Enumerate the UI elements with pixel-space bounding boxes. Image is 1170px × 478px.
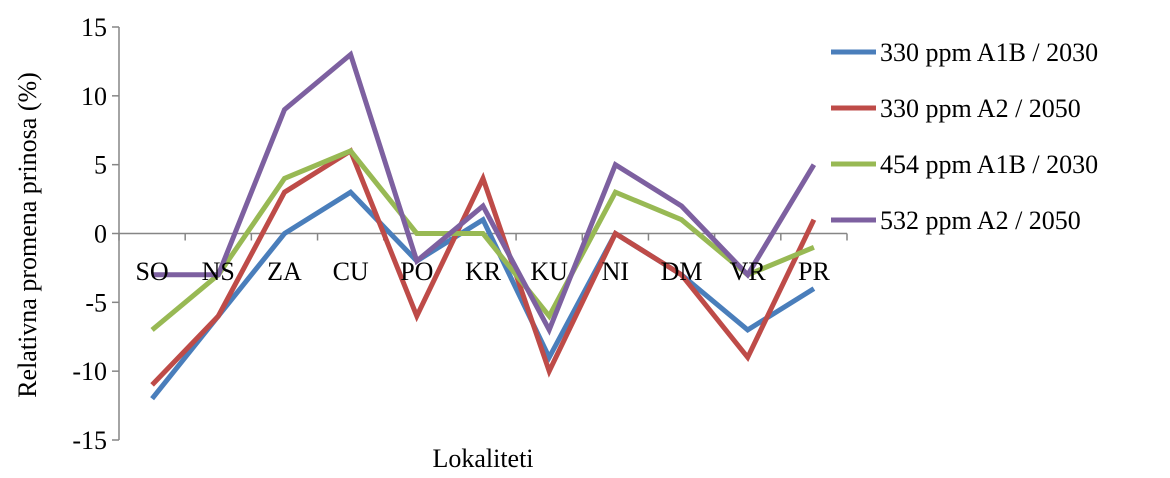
category-label: ZA (267, 257, 302, 286)
legend-label-4: 532 ppm A2 / 2050 (880, 206, 1081, 235)
y-axis-title: Relativna promena prinosa (%) (13, 72, 42, 398)
x-axis-title: Lokaliteti (432, 444, 533, 473)
category-label: KR (465, 257, 502, 286)
series-line-2 (150, 147, 817, 387)
series-line-3 (150, 147, 815, 332)
series-line-1 (150, 189, 816, 401)
category-label: KU (530, 257, 568, 286)
y-tick-label: -5 (85, 288, 107, 317)
category-label: CU (333, 257, 369, 286)
category-label: VR (730, 257, 767, 286)
category-label: DM (661, 257, 703, 286)
category-label: NI (602, 257, 629, 286)
category-label: PO (400, 257, 433, 286)
y-tick-label: -15 (72, 426, 107, 455)
y-tick-label: 0 (94, 220, 107, 249)
category-label: SO (135, 257, 168, 286)
legend-label-2: 330 ppm A2 / 2050 (880, 94, 1081, 123)
legend: 330 ppm A1B / 2030 330 ppm A2 / 2050 454 p… (831, 38, 1098, 235)
series-line-4 (152, 50, 817, 336)
legend-label-3: 454 ppm A1B / 2030 (880, 150, 1098, 179)
y-tick-label: 15 (81, 13, 107, 42)
y-tick-label: 10 (81, 82, 107, 111)
legend-label-1: 330 ppm A1B / 2030 (880, 38, 1098, 67)
y-tick-label: 5 (94, 151, 107, 180)
y-tick-label: -10 (72, 357, 107, 386)
category-label: PR (798, 257, 830, 286)
category-label: NS (202, 257, 235, 286)
